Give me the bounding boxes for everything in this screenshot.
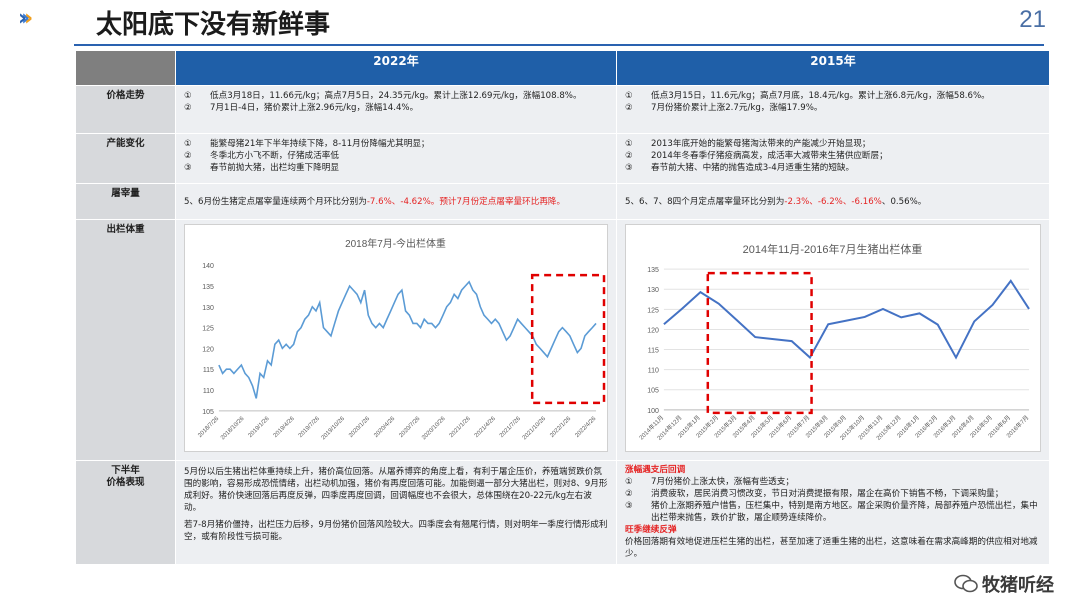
row-weight: 出栏体重 2018年7月-今出栏体重 105 110 115 120 125 130 135… (75, 219, 1050, 461)
weight-chart-2015-cell: 2014年11月-2016年7月生猪出栏体重 100 105 110 115 120 12… (616, 219, 1050, 461)
capacity-2015: ① 2013年底开始的能繁母猪淘汰带来的产能减少开始显现； ② 2014年冬春季仔猪… (616, 133, 1050, 184)
wechat-icon (954, 574, 978, 593)
list-item: ② 7月份猪价累计上涨2.7元/kg，涨幅17.9%。 (625, 103, 823, 113)
highlight-box-2022 (530, 273, 606, 405)
x-tick-label: 2021/1/26 (449, 416, 472, 439)
watermark-text: 牧猪听经 (982, 575, 1054, 596)
y-tick-label: 110 (648, 368, 659, 375)
row-outlook: 下半年 价格表现 5月份以后生猪出栏体重持续上升，猪价高位回落。从屠养博弈的角度上… (75, 460, 1050, 565)
weight-chart-2022: 2018年7月-今出栏体重 105 110 115 120 125 130 135 140 20… (197, 237, 606, 442)
x-tick-label: 2022/4/26 (574, 416, 597, 439)
y-tick-label: 110 (203, 388, 214, 395)
row-label-outlook: 下半年 价格表现 (75, 460, 176, 565)
x-tick-label: 2019/7/26 (298, 416, 321, 439)
weight-chart-2015: 2014年11月-2016年7月生猪出栏体重 100 105 110 115 120 12… (637, 242, 1030, 442)
x-tick-label: 2021/10/26 (522, 416, 548, 442)
series-line (663, 279, 1030, 360)
x-tick-label: 2018/10/26 (220, 416, 246, 442)
x-tick-label: 2020/4/26 (373, 416, 396, 439)
section-chevron-icon: ››› (18, 6, 33, 31)
price-trend-2022: ① 低点3月18日，11.66元/kg；高点7月5日，24.35元/kg。累计上涨… (175, 85, 617, 134)
x-tick-label: 2020/1/26 (348, 416, 371, 439)
list-item: ① 能繁母猪21年下半年持续下降，8-11月份降幅尤其明显； (184, 139, 430, 149)
list-item: ① 低点3月15日，11.6元/kg；高点7月底，18.4元/kg。累计上涨6.8… (625, 91, 990, 101)
list-item: ③ 猪价上涨期养殖户惜售，压栏集中，特别是南方地区。屠企采购价量齐降，局部养殖户恐… (625, 501, 1038, 523)
page-number: 21 (1019, 6, 1046, 33)
slaughter-2022: 5、6月份生猪定点屠宰量连续两个月环比分别为-7.6%、-4.62%。预计7月份… (175, 183, 617, 220)
corner-cell (75, 50, 176, 86)
chart-title: 2014年11月-2016年7月生猪出栏体重 (743, 242, 923, 256)
y-tick-label: 105 (202, 409, 214, 416)
x-tick-label: 2020/7/26 (398, 416, 421, 439)
slaughter-2015: 5、6、7、8四个月定点屠宰量环比分别为-2.3%、-6.2%、-6.16%、0… (616, 183, 1050, 220)
y-tick-label: 120 (202, 346, 214, 353)
chart-title: 2018年7月-今出栏体重 (345, 237, 446, 250)
list-item: ① 7月份猪价上涨太快，涨幅有些透支； (625, 477, 794, 487)
header-row: 2022年 2015年 (75, 50, 1050, 86)
y-tick-label: 105 (647, 388, 659, 395)
x-tick-label: 2022/1/26 (549, 416, 572, 439)
row-label-capacity: 产能变化 (75, 133, 176, 184)
list-item: ② 2014年冬春季仔猪疫病高发，成活率大减带来生猪供应断层； (625, 151, 888, 161)
column-header-2022: 2022年 (175, 50, 617, 86)
y-tick-label: 135 (647, 267, 659, 274)
y-tick-label: 125 (202, 326, 214, 333)
list-item: ② 冬季北方小飞不断，仔猪成活率低 (184, 151, 339, 161)
highlight-box-2015 (706, 271, 813, 415)
row-label-slaughter: 屠宰量 (75, 183, 176, 220)
list-item: ③ 春节前大猪、中猪的抛售造成3-4月适重生猪的短缺。 (625, 163, 855, 173)
y-tick-label: 120 (647, 327, 659, 334)
row-label-weight: 出栏体重 (75, 219, 176, 461)
capacity-2022: ① 能繁母猪21年下半年持续下降，8-11月份降幅尤其明显； ② 冬季北方小飞不断，… (175, 133, 617, 184)
row-capacity: 产能变化 ① 能繁母猪21年下半年持续下降，8-11月份降幅尤其明显； ② 冬季北方… (75, 133, 1050, 184)
row-price-trend: 价格走势 ① 低点3月18日，11.66元/kg；高点7月5日，24.35元/kg… (75, 85, 1050, 134)
x-tick-label: 2019/4/26 (273, 416, 296, 439)
list-item: ② 消费疲软，居民消费习惯改变，节日对消费提振有限，屠企在高价下销售不畅，下调采购… (625, 489, 1004, 499)
series-line (218, 280, 597, 399)
list-item: ② 7月1日-4日，猪价累计上涨2.96元/kg，涨幅14.4%。 (184, 103, 419, 113)
x-tick-label: 2021/7/26 (499, 416, 522, 439)
x-tick-label: 2018/7/26 (197, 416, 220, 439)
column-header-2015: 2015年 (616, 50, 1050, 86)
row-slaughter: 屠宰量 5、6月份生猪定点屠宰量连续两个月环比分别为-7.6%、-4.62%。预… (75, 183, 1050, 220)
list-item: ① 2013年底开始的能繁母猪淘汰带来的产能减少开始显现； (625, 139, 871, 149)
list-item: ③ 春节前抛大猪，出栏均重下降明显 (184, 163, 339, 173)
y-tick-label: 130 (647, 287, 659, 294)
price-trend-2015: ① 低点3月15日，11.6元/kg；高点7月底，18.4元/kg。累计上涨6.8… (616, 85, 1050, 134)
y-tick-label: 115 (203, 367, 214, 374)
y-tick-label: 125 (647, 307, 659, 314)
y-tick-label: 115 (648, 348, 659, 355)
list-item: ① 低点3月18日，11.66元/kg；高点7月5日，24.35元/kg。累计上涨… (184, 91, 582, 101)
x-tick-label: 2020/10/26 (421, 416, 447, 442)
row-label-price-trend: 价格走势 (75, 85, 176, 134)
slide-title: 太阳底下没有新鲜事 (96, 10, 331, 40)
y-tick-label: 140 (202, 263, 214, 270)
comparison-table: 2022年 2015年 价格走势 ① 低点3月18日，11.66元/kg；高点7月… (75, 50, 1050, 565)
outlook-2015: 涨幅遇支后回调 ① 7月份猪价上涨太快，涨幅有些透支； ② 消费疲软，居民消费习惯改… (616, 460, 1050, 565)
weight-chart-2022-cell: 2018年7月-今出栏体重 105 110 115 120 125 130 135 140 20… (175, 219, 617, 461)
x-tick-label: 2019/1/26 (248, 416, 271, 439)
x-tick-label: 2019/10/26 (321, 416, 347, 442)
title-underline (74, 44, 1044, 46)
watermark: 牧猪听经 (954, 571, 1054, 597)
outlook-2022: 5月份以后生猪出栏体重持续上升，猪价高位回落。从屠养博弈的角度上看，有利于屠企压… (175, 460, 617, 565)
y-tick-label: 135 (202, 284, 214, 291)
x-tick-label: 2021/4/26 (474, 416, 497, 439)
y-tick-label: 130 (202, 305, 214, 312)
y-tick-label: 100 (647, 408, 659, 415)
